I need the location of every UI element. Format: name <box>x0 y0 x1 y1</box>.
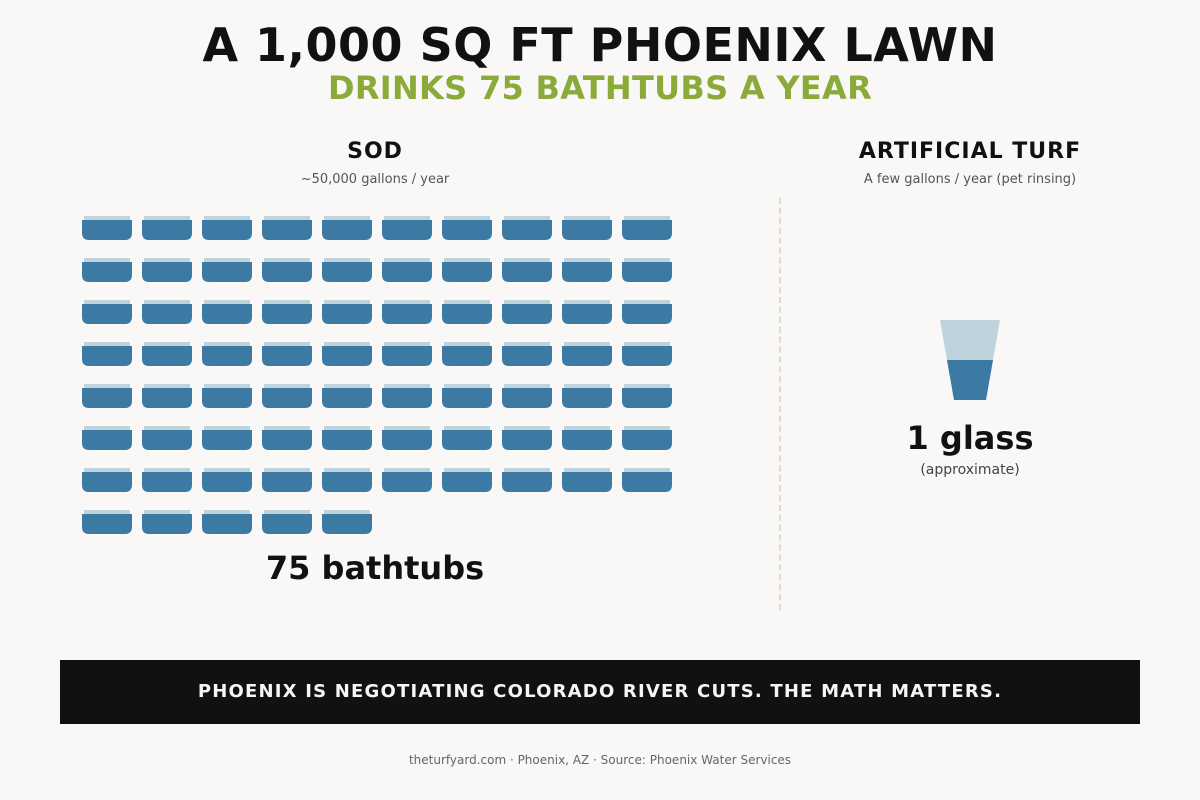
turf-subheading: A few gallons / year (pet rinsing) <box>863 172 1077 187</box>
bathtub-icon <box>322 510 372 534</box>
bathtub-icon <box>202 258 252 282</box>
turf-total-label: 1 glass <box>906 419 1034 457</box>
footer-credit: theturfyard.com · Phoenix, AZ · Source: … <box>408 753 792 767</box>
bathtub-icon <box>442 342 492 366</box>
bathtub-icon <box>622 468 672 492</box>
bathtub-icon <box>202 510 252 534</box>
bathtub-icon <box>202 468 252 492</box>
bathtub-icon <box>322 426 372 450</box>
bathtub-icon <box>562 468 612 492</box>
bathtub-icon <box>622 300 672 324</box>
bathtub-icon <box>142 510 192 534</box>
bathtub-icon <box>562 342 612 366</box>
bathtub-icon <box>262 216 312 240</box>
bathtub-icon <box>622 216 672 240</box>
bathtub-icon <box>442 258 492 282</box>
bathtub-icon <box>442 384 492 408</box>
bathtub-icon <box>622 384 672 408</box>
bathtub-icon <box>82 258 132 282</box>
bathtub-icon <box>382 426 432 450</box>
bathtub-icon <box>262 468 312 492</box>
bathtub-icon <box>322 468 372 492</box>
bathtub-grid <box>82 216 682 534</box>
bathtub-icon <box>142 216 192 240</box>
bathtub-icon <box>382 468 432 492</box>
bathtub-icon <box>82 384 132 408</box>
bathtub-icon <box>202 300 252 324</box>
bathtub-icon <box>322 384 372 408</box>
bathtub-icon <box>82 426 132 450</box>
page-title: A 1,000 SQ FT PHOENIX LAWN <box>202 18 998 72</box>
bathtub-icon <box>262 384 312 408</box>
bathtub-icon <box>82 216 132 240</box>
bathtub-icon <box>202 426 252 450</box>
page-subtitle: DRINKS 75 BATHTUBS A YEAR <box>327 69 873 107</box>
bathtub-icon <box>82 468 132 492</box>
bathtub-icon <box>322 258 372 282</box>
bathtub-icon <box>202 342 252 366</box>
bathtub-icon <box>142 258 192 282</box>
turf-note: (approximate) <box>920 462 1020 478</box>
bathtub-icon <box>562 384 612 408</box>
bathtub-icon <box>382 216 432 240</box>
bathtub-icon <box>82 300 132 324</box>
bathtub-icon <box>442 300 492 324</box>
bathtub-icon <box>142 300 192 324</box>
bathtub-icon <box>142 342 192 366</box>
sod-heading: SOD <box>347 139 403 164</box>
turf-heading: ARTIFICIAL TURF <box>858 139 1082 164</box>
message-banner: PHOENIX IS NEGOTIATING COLORADO RIVER CU… <box>60 660 1140 724</box>
bathtub-icon <box>442 216 492 240</box>
bathtub-icon <box>622 342 672 366</box>
bathtub-icon <box>622 426 672 450</box>
bathtub-icon <box>382 300 432 324</box>
bathtub-icon <box>502 216 552 240</box>
bathtub-icon <box>382 342 432 366</box>
bathtub-icon <box>502 426 552 450</box>
bathtub-icon <box>142 468 192 492</box>
bathtub-icon <box>82 510 132 534</box>
bathtub-icon <box>322 216 372 240</box>
bathtub-icon <box>502 258 552 282</box>
bathtub-icon <box>562 216 612 240</box>
bathtub-icon <box>142 426 192 450</box>
bathtub-icon <box>622 258 672 282</box>
bathtub-icon <box>442 426 492 450</box>
bathtub-icon <box>142 384 192 408</box>
bathtub-icon <box>562 300 612 324</box>
bathtub-icon <box>562 426 612 450</box>
bathtub-icon <box>382 384 432 408</box>
bathtub-icon <box>82 342 132 366</box>
bathtub-icon <box>262 510 312 534</box>
bathtub-icon <box>202 384 252 408</box>
bathtub-icon <box>202 216 252 240</box>
bathtub-icon <box>562 258 612 282</box>
bathtub-icon <box>322 342 372 366</box>
bathtub-icon <box>502 384 552 408</box>
bathtub-icon <box>502 300 552 324</box>
bathtub-icon <box>262 426 312 450</box>
column-divider <box>779 198 781 610</box>
glass-icon <box>938 318 1002 402</box>
bathtub-icon <box>262 258 312 282</box>
bathtub-icon <box>262 300 312 324</box>
bathtub-icon <box>322 300 372 324</box>
bathtub-icon <box>442 468 492 492</box>
sod-total-label: 75 bathtubs <box>265 549 485 587</box>
bathtub-icon <box>502 468 552 492</box>
bathtub-icon <box>382 258 432 282</box>
bathtub-icon <box>502 342 552 366</box>
bathtub-icon <box>262 342 312 366</box>
sod-subheading: ~50,000 gallons / year <box>300 172 450 187</box>
